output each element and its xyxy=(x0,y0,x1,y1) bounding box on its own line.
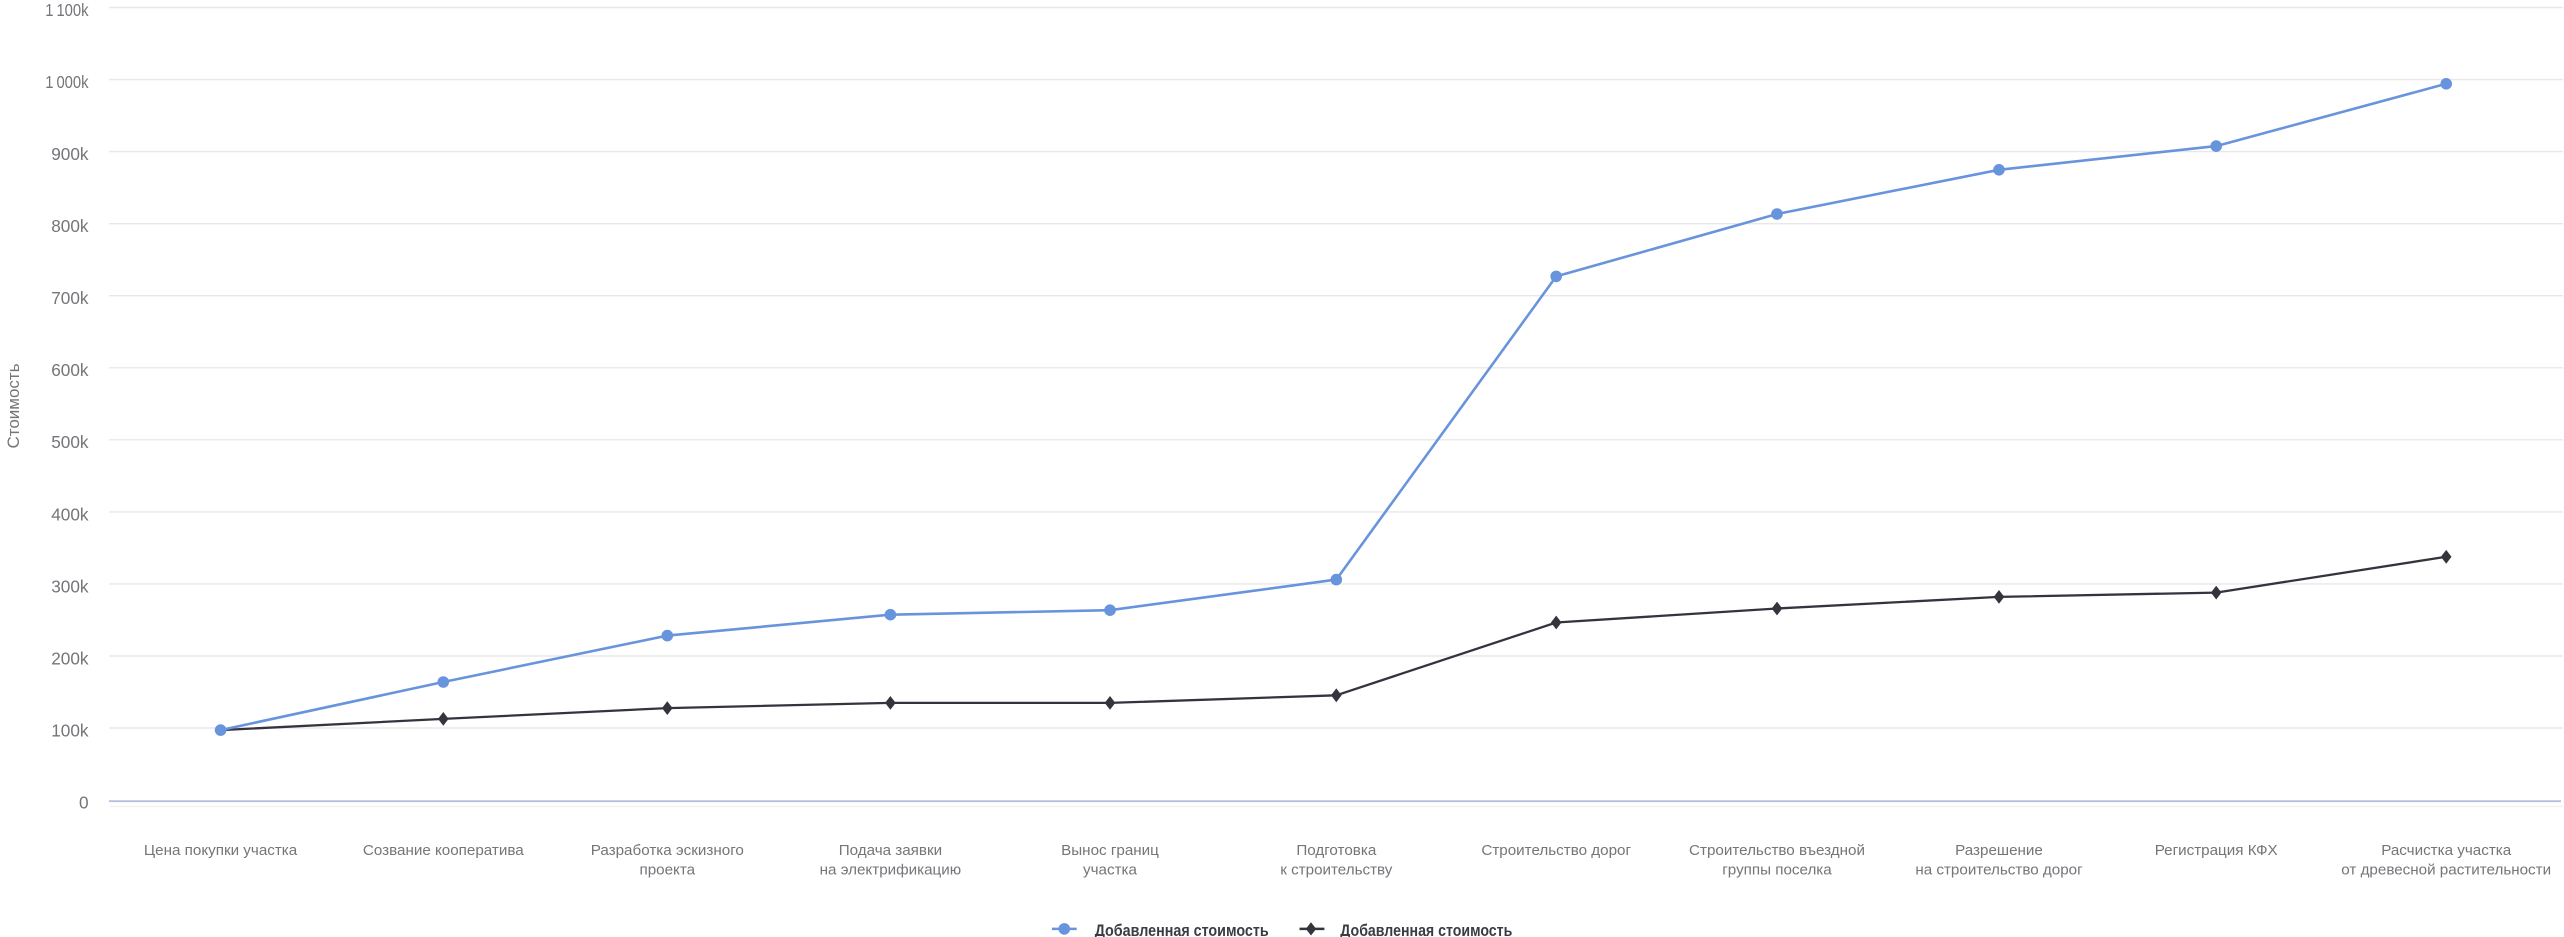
svg-text:к строительству: к строительству xyxy=(1280,862,1393,879)
svg-text:300k: 300k xyxy=(51,576,89,596)
svg-text:проекта: проекта xyxy=(639,862,695,879)
svg-text:от древесной растительности: от древесной растительности xyxy=(2341,862,2551,879)
svg-text:800k: 800k xyxy=(51,216,89,236)
svg-text:Подготовка: Подготовка xyxy=(1296,842,1376,859)
svg-text:100k: 100k xyxy=(51,720,89,740)
svg-text:200k: 200k xyxy=(51,648,89,668)
svg-text:участка: участка xyxy=(1083,862,1137,879)
svg-text:600k: 600k xyxy=(51,360,89,380)
svg-text:1 100k: 1 100k xyxy=(45,0,89,20)
svg-text:Расчистка участка: Расчистка участка xyxy=(2381,842,2512,859)
svg-text:Разрешение: Разрешение xyxy=(1955,842,2043,859)
svg-text:Созвание кооператива: Созвание кооператива xyxy=(363,842,524,859)
svg-text:Стоимость: Стоимость xyxy=(4,363,23,448)
svg-text:Разработка эскизного: Разработка эскизного xyxy=(591,842,744,859)
svg-text:Подача заявки: Подача заявки xyxy=(839,842,942,859)
svg-text:0: 0 xyxy=(79,792,89,812)
svg-text:1 000k: 1 000k xyxy=(45,72,89,92)
svg-text:Добавленная стоимость: Добавленная стоимость xyxy=(1340,922,1512,937)
svg-text:Добавленная стоимость: Добавленная стоимость xyxy=(1095,922,1269,937)
svg-text:Вынос границ: Вынос границ xyxy=(1061,842,1159,859)
svg-text:400k: 400k xyxy=(51,504,89,524)
svg-text:на электрификацию: на электрификацию xyxy=(820,862,961,879)
svg-text:900k: 900k xyxy=(51,144,89,164)
svg-text:группы поселка: группы поселка xyxy=(1722,862,1832,879)
svg-text:Регистрация КФХ: Регистрация КФХ xyxy=(2155,842,2278,859)
svg-text:Строительство въездной: Строительство въездной xyxy=(1689,842,1865,859)
svg-text:500k: 500k xyxy=(51,432,89,452)
svg-text:Цена покупки участка: Цена покупки участка xyxy=(144,842,298,859)
svg-text:700k: 700k xyxy=(51,288,89,308)
svg-text:Строительство дорог: Строительство дорог xyxy=(1481,842,1631,859)
svg-text:на строительство дорог: на строительство дорог xyxy=(1915,862,2083,879)
